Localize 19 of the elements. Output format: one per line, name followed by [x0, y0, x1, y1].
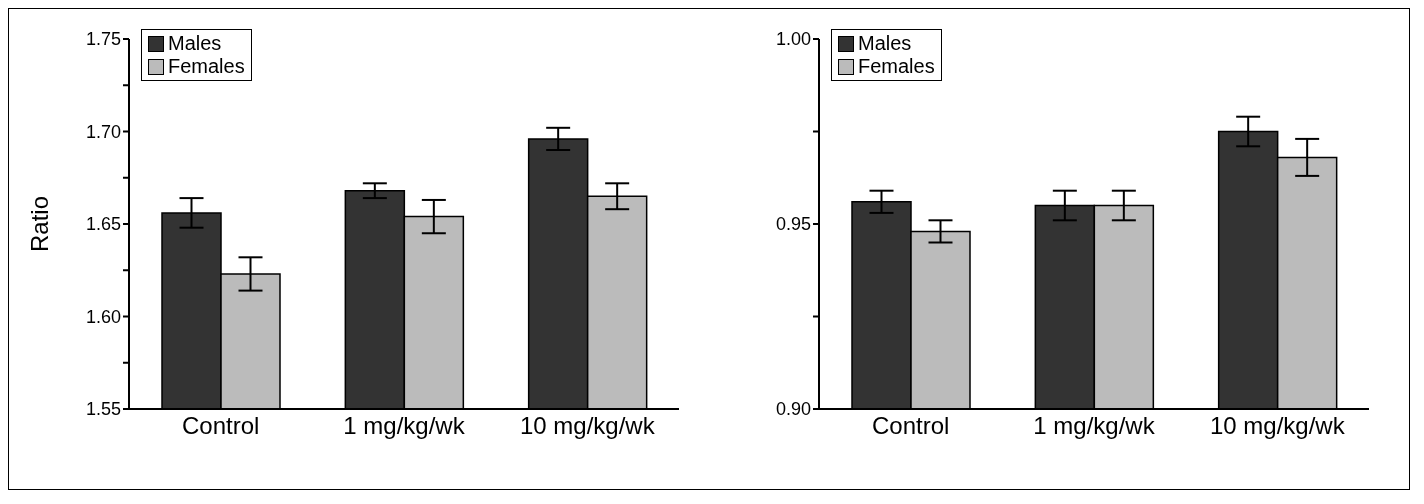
legend-label: Males: [168, 32, 222, 55]
y-tick-label: 0.90: [775, 399, 811, 420]
x-tick-label: Control: [181, 412, 260, 440]
x-tick-label: 10 mg/kg/wk: [1209, 412, 1346, 440]
x-tick-label: 1 mg/kg/wk: [343, 412, 466, 440]
x-tick-label: Control: [871, 412, 950, 440]
y-tick-label: 1.65: [85, 214, 121, 235]
legend-label: Males: [858, 32, 912, 55]
y-tick-label: 1.60: [85, 306, 121, 327]
y-axis-title: Ratio: [25, 195, 53, 253]
x-tick-label: 1 mg/kg/wk: [1033, 412, 1156, 440]
y-tick-label: 1.00: [775, 29, 811, 50]
x-tick-label: 10 mg/kg/wk: [519, 412, 656, 440]
y-tick-label: 1.55: [85, 399, 121, 420]
y-tick-label: 1.75: [85, 29, 121, 50]
y-tick-label: 0.95: [775, 214, 811, 235]
legend-label: Females: [168, 55, 245, 78]
legend-label: Females: [858, 55, 935, 78]
y-tick-label: 1.70: [85, 121, 121, 142]
